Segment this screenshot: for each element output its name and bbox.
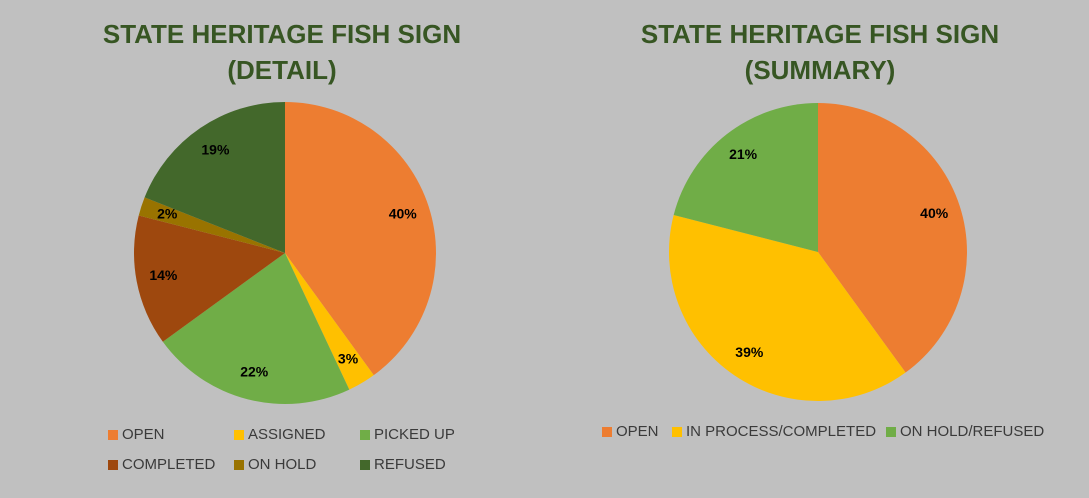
data-label: 22% xyxy=(240,364,269,380)
legend-swatch xyxy=(108,430,118,440)
data-label: 40% xyxy=(920,205,949,221)
legend-swatch xyxy=(886,427,896,437)
pie-slice xyxy=(818,103,968,373)
legend-swatch xyxy=(360,460,370,470)
legend-label: OPEN xyxy=(616,423,659,440)
data-label: 19% xyxy=(201,141,230,157)
chart-subtitle: (DETAIL) xyxy=(227,55,336,85)
pie-slice xyxy=(285,102,437,376)
data-label: 2% xyxy=(157,205,178,221)
data-label: 40% xyxy=(389,205,418,221)
legend-label: IN PROCESS/COMPLETED xyxy=(686,423,876,440)
data-label: 3% xyxy=(338,350,359,366)
data-label: 39% xyxy=(735,344,764,360)
legend-swatch xyxy=(234,460,244,470)
legend-swatch xyxy=(108,460,118,470)
data-label: 21% xyxy=(729,146,758,162)
pie-slice xyxy=(162,253,350,404)
legend-swatch xyxy=(672,427,682,437)
pie-slice xyxy=(133,215,285,342)
legend-label: REFUSED xyxy=(374,456,446,473)
legend-label: OPEN xyxy=(122,426,165,443)
legend-label: ON HOLD/REFUSED xyxy=(900,423,1044,440)
pie-slice xyxy=(144,102,285,253)
chart-title: STATE HERITAGE FISH SIGN xyxy=(641,19,999,49)
data-label: 14% xyxy=(149,267,178,283)
legend-swatch xyxy=(234,430,244,440)
legend-swatch xyxy=(360,430,370,440)
pie-slice xyxy=(669,214,906,401)
legend-label: ON HOLD xyxy=(248,456,317,473)
chart-subtitle: (SUMMARY) xyxy=(745,55,896,85)
legend-label: COMPLETED xyxy=(122,456,216,473)
pie-slice xyxy=(673,102,818,253)
pie-slice xyxy=(285,253,374,390)
pie-slice xyxy=(138,197,285,253)
legend-label: ASSIGNED xyxy=(248,426,326,443)
chart-title: STATE HERITAGE FISH SIGN xyxy=(103,19,461,49)
legend-swatch xyxy=(602,427,612,437)
legend-label: PICKED UP xyxy=(374,426,455,443)
